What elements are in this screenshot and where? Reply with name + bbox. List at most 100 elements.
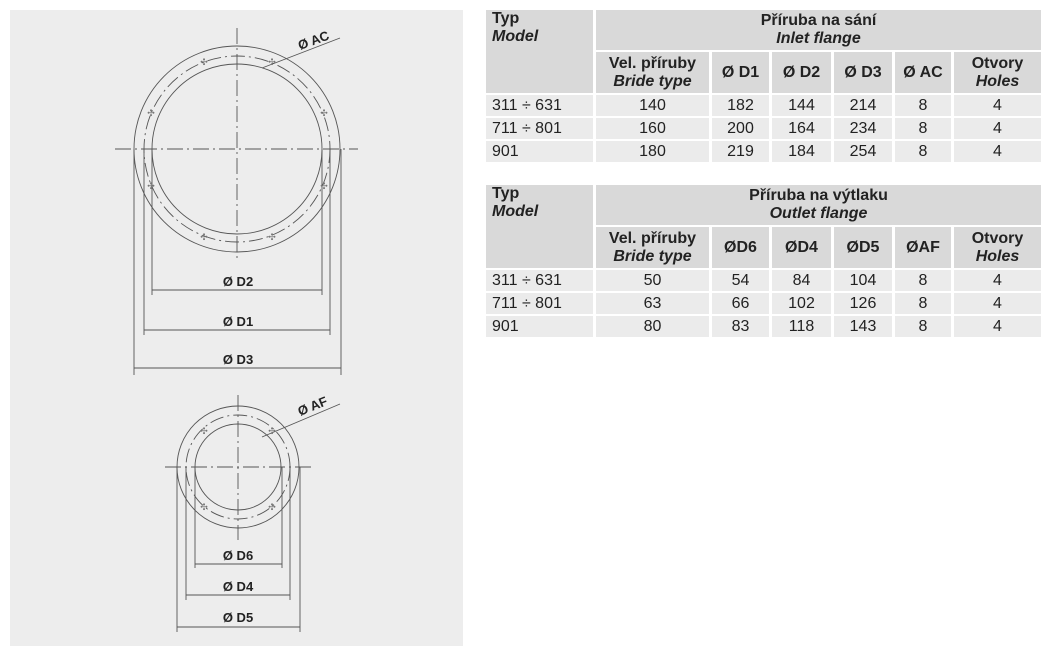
column-header-label: ØD6 (724, 238, 757, 256)
group-header: Příruba na sání Inlet flange (596, 10, 1041, 50)
column-header: Otvory Holes (954, 227, 1041, 268)
column-header-label: Otvory (971, 54, 1024, 72)
table-cell: 118 (772, 316, 831, 337)
table-cell: 54 (712, 270, 769, 291)
column-header: ØD4 (772, 227, 831, 268)
outlet-flange-table: Typ Model Příruba na výtlaku Outlet flange… (483, 183, 1044, 339)
column-header-sublabel: Bride type (613, 247, 692, 265)
table-cell: 104 (834, 270, 892, 291)
inlet-flange-table: Typ Model Příruba na sání Inlet flange Vel.… (483, 8, 1044, 164)
table-cell: 200 (712, 118, 769, 139)
model-label: Model (492, 203, 539, 220)
table-row: 711 ÷ 801 63 66 102 126 8 4 (486, 293, 1041, 314)
group-title: Příruba na sání (760, 12, 877, 29)
table-row: 711 ÷ 801 160 200 164 234 8 4 (486, 118, 1041, 139)
table-cell: 144 (772, 95, 831, 116)
table-cell: 160 (596, 118, 709, 139)
table-cell: 80 (596, 316, 709, 337)
label-d2: Ø D2 (223, 274, 253, 289)
svg-text:✣: ✣ (268, 57, 276, 67)
table-cell: 254 (834, 141, 892, 162)
table-cell: 311 ÷ 631 (486, 95, 593, 116)
column-header-label: Ø AC (903, 63, 943, 81)
table-row: 311 ÷ 631 50 54 84 104 8 4 (486, 270, 1041, 291)
label-d5: Ø D5 (223, 610, 253, 625)
table-cell: 182 (712, 95, 769, 116)
svg-text:✣: ✣ (147, 181, 155, 191)
flange-drawing-svg: ✣ ✣✣ ✣ ✣ ✣✣ ✣ ✣ ✣✣ ✣ Ø D2 Ø D1 Ø D3 Ø AC Ø AF … (115, 28, 358, 632)
column-header-label: Ø D2 (782, 63, 821, 81)
column-header: ØAF (895, 227, 951, 268)
table-cell: 4 (954, 316, 1041, 337)
column-header: Ø D3 (834, 52, 892, 93)
table-cell: 126 (834, 293, 892, 314)
column-header: ØD5 (834, 227, 892, 268)
table-cell: 102 (772, 293, 831, 314)
group-subtitle: Inlet flange (776, 30, 861, 47)
table-cell: 711 ÷ 801 (486, 293, 593, 314)
svg-text:✣: ✣ (200, 57, 208, 67)
table-cell: 50 (596, 270, 709, 291)
table-cell: 901 (486, 141, 593, 162)
table-cell: 4 (954, 95, 1041, 116)
table-cell: 180 (596, 141, 709, 162)
column-header-sublabel: Holes (975, 72, 1020, 90)
svg-text:✣: ✣ (268, 502, 276, 512)
flange-drawing: ✣ ✣ ✣ ✣ ✣ ✣ ✣ ✣ ✣ ✣ ✣ ✣ Ø D2 Ø D1 Ø D3 Ø AC Ø AF … (10, 10, 463, 646)
table-cell: 711 ÷ 801 (486, 118, 593, 139)
table-cell: 8 (895, 270, 951, 291)
group-header: Příruba na výtlaku Outlet flange (596, 185, 1041, 225)
column-header-label: Otvory (971, 229, 1024, 247)
table-cell: 311 ÷ 631 (486, 270, 593, 291)
table-cell: 84 (772, 270, 831, 291)
svg-text:✣: ✣ (147, 108, 155, 118)
column-header: Vel. příruby Bride type (596, 52, 709, 93)
table-cell: 219 (712, 141, 769, 162)
table-cell: 8 (895, 316, 951, 337)
typ-label: Typ (492, 185, 520, 202)
column-header: Ø D2 (772, 52, 831, 93)
table-cell: 164 (772, 118, 831, 139)
table-cell: 8 (895, 141, 951, 162)
column-header: Vel. příruby Bride type (596, 227, 709, 268)
table-cell: 4 (954, 118, 1041, 139)
table-cell: 140 (596, 95, 709, 116)
label-af: Ø AF (296, 393, 330, 418)
table-cell: 8 (895, 95, 951, 116)
column-header: Ø AC (895, 52, 951, 93)
column-header-label: Vel. příruby (608, 229, 697, 247)
outlet-flange (165, 395, 341, 632)
model-header: Typ Model (486, 185, 593, 268)
column-header-sublabel: Bride type (613, 72, 692, 90)
table-cell: 901 (486, 316, 593, 337)
column-header: ØD6 (712, 227, 769, 268)
column-header-sublabel: Holes (975, 247, 1020, 265)
table-cell: 8 (895, 293, 951, 314)
column-header-label: ØD5 (846, 238, 880, 256)
svg-text:✣: ✣ (200, 232, 208, 242)
column-header-label: Ø D1 (721, 63, 760, 81)
table-cell: 63 (596, 293, 709, 314)
svg-text:✣: ✣ (268, 426, 276, 436)
svg-text:✣: ✣ (320, 181, 328, 191)
table-row: 311 ÷ 631 140 182 144 214 8 4 (486, 95, 1041, 116)
table-cell: 214 (834, 95, 892, 116)
table-cell: 143 (834, 316, 892, 337)
table-cell: 4 (954, 293, 1041, 314)
table-cell: 66 (712, 293, 769, 314)
label-d4: Ø D4 (223, 579, 254, 594)
svg-text:✣: ✣ (268, 232, 276, 242)
column-header: Ø D1 (712, 52, 769, 93)
svg-text:✣: ✣ (200, 426, 208, 436)
column-header: Otvory Holes (954, 52, 1041, 93)
inlet-flange (115, 28, 358, 375)
svg-text:✣: ✣ (320, 108, 328, 118)
table-cell: 83 (712, 316, 769, 337)
column-header-label: ØAF (906, 238, 940, 256)
column-header-label: Ø D3 (844, 63, 882, 81)
svg-text:✣: ✣ (200, 502, 208, 512)
table-row: 901 80 83 118 143 8 4 (486, 316, 1041, 337)
table-cell: 184 (772, 141, 831, 162)
model-header: Typ Model (486, 10, 593, 93)
table-cell: 4 (954, 270, 1041, 291)
